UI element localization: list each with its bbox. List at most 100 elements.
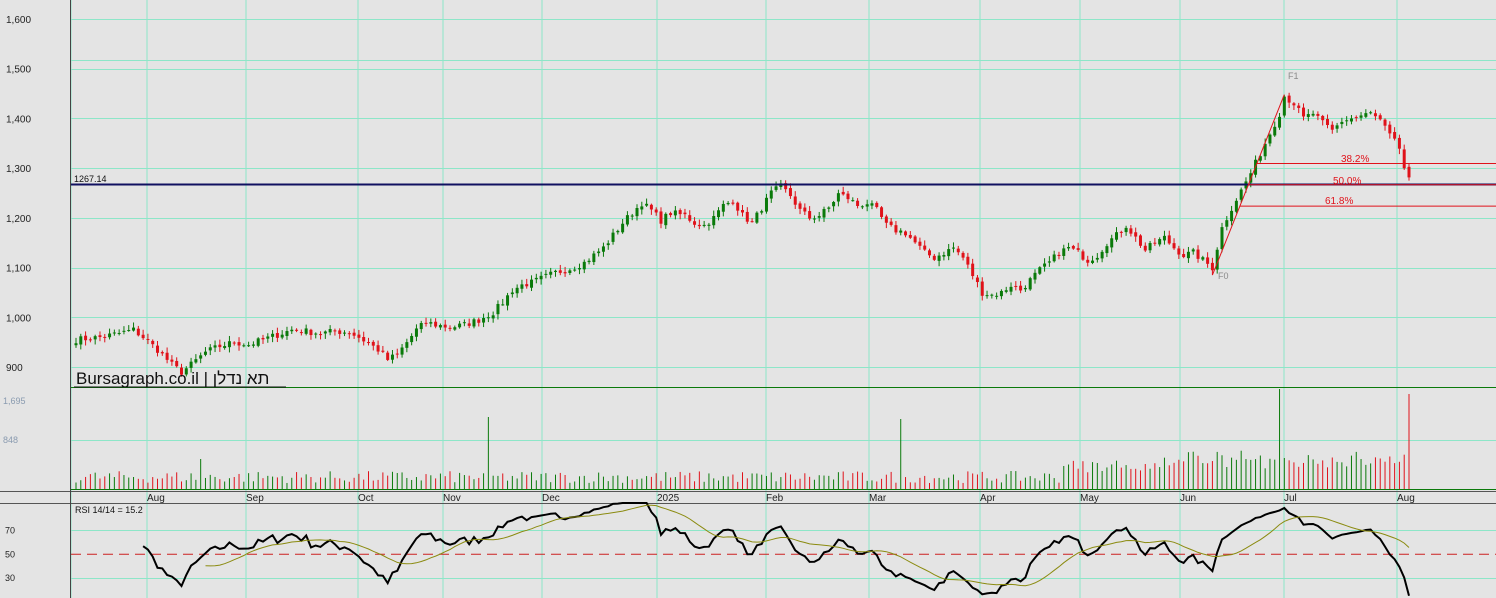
candle-body xyxy=(218,344,222,348)
candle-body xyxy=(477,319,481,323)
candle-body xyxy=(1378,115,1382,120)
candle-body xyxy=(1292,103,1296,106)
candle-body xyxy=(1220,227,1224,249)
candle-body xyxy=(122,330,126,332)
candle-body xyxy=(438,325,442,328)
candle-body xyxy=(98,335,102,338)
candle-body xyxy=(1023,287,1027,290)
candle-body xyxy=(1311,113,1315,116)
candle-body xyxy=(1124,227,1128,233)
candle-body xyxy=(247,345,251,347)
candle-body xyxy=(995,295,999,297)
candle-body xyxy=(213,345,217,348)
candle-body xyxy=(573,269,577,271)
candle-body xyxy=(1033,272,1037,280)
candle-body xyxy=(194,359,198,363)
rsi-title: RSI 14/14 = 15.2 xyxy=(75,505,143,515)
candle-body xyxy=(453,327,457,330)
candle-body xyxy=(472,319,476,327)
candle-body xyxy=(1076,248,1080,250)
candle-body xyxy=(510,292,514,295)
price-tick-label: 1,400 xyxy=(6,114,31,125)
candle-body xyxy=(956,248,960,253)
candle-body xyxy=(366,342,370,344)
candle-body xyxy=(913,236,917,243)
candle-body xyxy=(836,193,840,202)
candle-body xyxy=(1019,285,1023,291)
candle-body xyxy=(908,234,912,238)
candle-body xyxy=(717,210,721,218)
candle-body xyxy=(654,209,658,213)
candle-body xyxy=(741,209,744,213)
candle-body xyxy=(1067,247,1071,249)
candle-body xyxy=(314,333,318,335)
candle-body xyxy=(1162,235,1166,241)
candle-body xyxy=(127,330,131,332)
candle-body xyxy=(1297,105,1301,108)
candle-body xyxy=(184,368,188,375)
candle-body xyxy=(1182,254,1186,258)
candle-body xyxy=(764,197,768,212)
candle-body xyxy=(664,213,668,226)
candle-body xyxy=(793,196,797,205)
candle-body xyxy=(1167,235,1171,244)
date-tick-label: 2025 xyxy=(657,493,680,504)
candle-body xyxy=(362,337,366,342)
candle-body xyxy=(688,215,692,221)
candle-body xyxy=(1086,259,1090,263)
candle-body xyxy=(999,290,1003,297)
date-axis: Aug Sep Oct Nov Dec 2025 Feb Mar Apr May Jun Jul Aug xyxy=(147,493,1415,504)
candle-body xyxy=(918,241,922,246)
candle-body xyxy=(496,303,500,315)
candle-body xyxy=(1273,126,1277,136)
rsi-tick-label: 50 xyxy=(5,549,15,559)
candle-body xyxy=(261,337,265,340)
candle-body xyxy=(343,332,347,334)
candle-body xyxy=(170,359,174,362)
candle-body xyxy=(870,203,874,206)
fib-level-label: 50.0% xyxy=(1333,176,1361,187)
candle-body xyxy=(750,221,754,223)
candle-body xyxy=(851,200,855,202)
volume-tick-label: 1,695 xyxy=(3,396,26,406)
candle-body xyxy=(1062,248,1066,256)
price-tick-label: 1,300 xyxy=(6,164,31,175)
candle-body xyxy=(1287,95,1291,103)
candle-body xyxy=(400,347,404,355)
candle-body xyxy=(798,203,802,209)
candle-body xyxy=(112,332,116,334)
rsi-tick-label: 70 xyxy=(5,525,15,535)
candle-body xyxy=(697,224,701,227)
candle-body xyxy=(894,225,898,233)
candle-body xyxy=(884,216,888,223)
date-tick-label: Jul xyxy=(1284,493,1297,504)
fib-end-label: F1 xyxy=(1288,71,1299,81)
candle-body xyxy=(1201,257,1205,260)
candle-body xyxy=(635,208,639,217)
candle-body xyxy=(189,361,193,368)
candle-body xyxy=(165,352,169,360)
candle-body xyxy=(275,332,279,338)
candle-body xyxy=(1186,251,1190,259)
candle-body xyxy=(1330,124,1334,130)
candle-body xyxy=(1119,231,1123,233)
candle-body xyxy=(290,329,294,332)
candle-body xyxy=(841,191,845,195)
candle-body xyxy=(242,345,246,347)
candle-body xyxy=(808,211,812,219)
candle-body xyxy=(352,332,356,336)
date-tick-label: Jun xyxy=(1180,493,1196,504)
candle-body xyxy=(491,315,495,319)
candle-body xyxy=(1047,261,1051,263)
candle-body xyxy=(333,330,337,332)
candle-body xyxy=(1278,116,1282,128)
candle-body xyxy=(678,210,682,215)
candle-body xyxy=(1071,245,1075,249)
candle-body xyxy=(1158,239,1162,245)
candle-body xyxy=(1335,125,1339,129)
candle-body xyxy=(582,261,586,270)
candle-body xyxy=(1407,166,1411,178)
candle-body xyxy=(525,284,529,287)
candle-body xyxy=(812,218,816,220)
